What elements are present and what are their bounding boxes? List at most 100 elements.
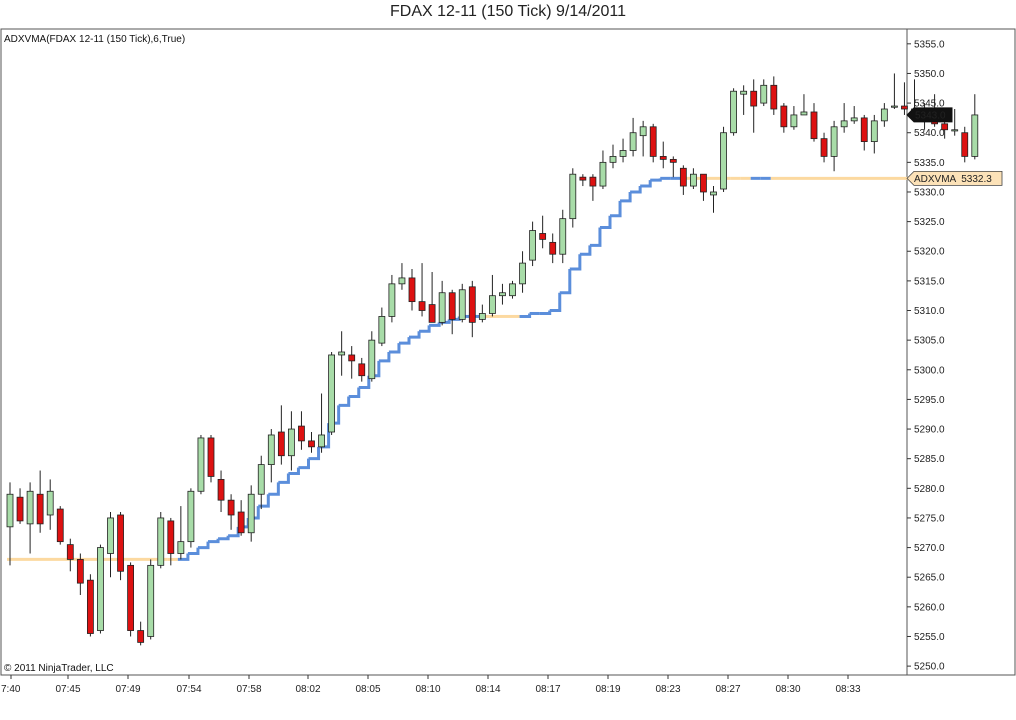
candle-body: [669, 158, 677, 163]
candle-body: [318, 434, 325, 448]
y-tick-label: 5355.0: [914, 39, 945, 50]
y-tick-label: 5320.0: [914, 247, 945, 258]
candle: [509, 280, 516, 299]
candle-body: [117, 514, 124, 572]
candle: [710, 186, 717, 213]
y-tick-label: 5295.0: [914, 395, 945, 406]
candle: [428, 271, 436, 323]
candle: [378, 307, 386, 347]
candle-body: [448, 292, 456, 320]
x-tick-label: 07:49: [115, 684, 140, 695]
candle: [971, 94, 979, 160]
y-tick-label: 5290.0: [914, 425, 945, 436]
candle: [870, 114, 878, 154]
candle-body: [951, 129, 959, 132]
candle: [740, 85, 748, 115]
y-tick-label: 5305.0: [914, 336, 945, 347]
candle: [549, 233, 557, 264]
adxvma-segment: [640, 180, 652, 188]
candle: [468, 280, 476, 338]
adxvma-segment: [419, 325, 431, 333]
candle-body: [760, 84, 768, 104]
candle-body: [599, 161, 607, 187]
candle: [298, 411, 305, 450]
adxvma-segment: [549, 292, 562, 313]
candle-body: [468, 286, 476, 323]
candle: [438, 280, 446, 326]
candle: [147, 559, 155, 640]
candle-body: [579, 176, 587, 181]
candle: [589, 174, 597, 201]
candle-body: [710, 191, 717, 196]
candle-body: [478, 313, 486, 320]
candle: [619, 138, 627, 163]
candle-body: [328, 354, 336, 433]
candle: [529, 221, 536, 267]
x-tick-label: 08:33: [835, 684, 860, 695]
candle: [308, 432, 315, 453]
candle: [880, 103, 888, 127]
candle-body: [408, 277, 416, 303]
y-tick-label: 5335.0: [914, 158, 945, 169]
candle: [810, 103, 818, 142]
candle-body: [137, 630, 145, 643]
candle: [499, 283, 506, 305]
candle-body: [790, 114, 798, 128]
candle-body: [87, 579, 94, 634]
candle-body: [157, 517, 165, 566]
last-price-marker: [906, 107, 953, 123]
candle-body: [358, 363, 366, 377]
candle: [388, 274, 396, 323]
candle: [66, 538, 74, 572]
candle: [659, 141, 667, 169]
indicator-label: ADXVMA(FDAX 12-11 (150 Tick),6,True): [4, 34, 185, 45]
candle: [217, 470, 225, 513]
candle: [629, 117, 637, 157]
y-tick-label: 5280.0: [914, 484, 945, 495]
candle: [690, 168, 697, 190]
candle-body: [529, 230, 536, 261]
candle: [951, 109, 959, 136]
candle-body: [6, 493, 14, 528]
candle: [167, 517, 175, 566]
adxvma-segment: [197, 541, 210, 550]
y-tick-label: 5270.0: [914, 543, 945, 554]
candle-body: [539, 233, 547, 240]
candle-body: [287, 428, 295, 457]
adxvma-segment: [348, 387, 361, 398]
y-tick-label: 5300.0: [914, 365, 945, 376]
candle-body: [800, 111, 808, 116]
candle-body: [197, 437, 205, 492]
candle: [448, 289, 456, 335]
candle: [318, 393, 325, 453]
candle: [770, 76, 778, 115]
candle-body: [207, 437, 215, 477]
candle: [197, 434, 205, 495]
candle-body: [66, 544, 74, 560]
candle: [609, 144, 617, 169]
candle: [780, 103, 788, 133]
candle-body: [428, 304, 436, 323]
candle: [247, 485, 255, 542]
candle: [458, 283, 466, 323]
candle: [117, 512, 124, 581]
candle: [237, 500, 245, 536]
adxvma-segment: [630, 186, 642, 194]
adxvma-segment: [409, 331, 421, 339]
y-tick-label: 5340.0: [914, 128, 945, 139]
x-tick-label: 08:30: [775, 684, 800, 695]
adxvma-segment: [378, 352, 391, 363]
candle: [850, 106, 858, 124]
candle: [478, 304, 486, 323]
candle: [840, 103, 848, 133]
candle: [830, 120, 838, 172]
plot-area[interactable]: [0, 28, 908, 676]
candle: [348, 346, 356, 379]
adxvma-segment: [388, 343, 401, 354]
y-tick-label: 5255.0: [914, 632, 945, 643]
x-tick-label: 08:19: [595, 684, 620, 695]
adxvma-tag-label: ADXVMA 5332.3: [914, 174, 992, 185]
candle: [277, 405, 285, 465]
candle: [177, 506, 185, 560]
